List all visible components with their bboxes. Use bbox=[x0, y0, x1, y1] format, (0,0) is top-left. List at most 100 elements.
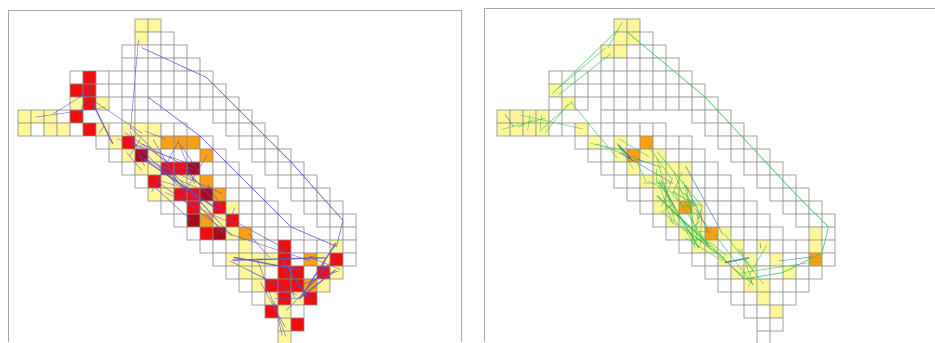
grid-cell bbox=[109, 71, 122, 84]
grid-cell bbox=[343, 240, 356, 253]
grid-cell bbox=[174, 97, 187, 110]
grid-cell bbox=[317, 214, 330, 227]
grid-cell bbox=[174, 84, 187, 97]
grid-cell bbox=[109, 136, 122, 149]
grid-cell bbox=[640, 123, 653, 136]
grid-cell bbox=[200, 97, 213, 110]
grid-cell bbox=[83, 97, 96, 110]
grid-cell bbox=[809, 227, 822, 240]
grid-cell bbox=[640, 84, 653, 97]
grid-cell bbox=[187, 136, 200, 149]
grid-cell bbox=[627, 19, 640, 32]
grid-cell bbox=[601, 110, 614, 123]
grid-cell bbox=[640, 45, 653, 58]
grid-cell bbox=[718, 240, 731, 253]
grid-cell bbox=[343, 227, 356, 240]
grid-cell bbox=[731, 214, 744, 227]
grid-cell bbox=[252, 227, 265, 240]
grid-cell bbox=[757, 279, 770, 292]
grid-cell bbox=[239, 214, 252, 227]
grid-cell bbox=[757, 331, 770, 343]
grid-cell bbox=[679, 97, 692, 110]
grid-cell bbox=[679, 84, 692, 97]
grid-cell bbox=[718, 266, 731, 279]
grid-cell bbox=[148, 32, 161, 45]
grid-cell bbox=[304, 188, 317, 201]
grid-cell bbox=[627, 45, 640, 58]
grid-cell bbox=[330, 253, 343, 266]
grid-cell bbox=[239, 201, 252, 214]
grid-cell bbox=[226, 227, 239, 240]
grid-cell bbox=[265, 305, 278, 318]
grid-cell bbox=[96, 71, 109, 84]
grid-cell bbox=[239, 136, 252, 149]
grid-cell bbox=[796, 253, 809, 266]
grid-cell bbox=[640, 201, 653, 214]
grid-cell bbox=[601, 97, 614, 110]
grid-cell bbox=[291, 175, 304, 188]
grid-cell bbox=[809, 266, 822, 279]
grid-cell bbox=[252, 136, 265, 149]
grid-cell bbox=[614, 45, 627, 58]
grid-cell bbox=[783, 175, 796, 188]
grid-cell bbox=[70, 123, 83, 136]
grid-cell bbox=[161, 32, 174, 45]
grid-cell bbox=[83, 71, 96, 84]
grid-cell bbox=[692, 97, 705, 110]
grid-cell bbox=[239, 279, 252, 292]
grid-cell bbox=[718, 279, 731, 292]
grid-cell bbox=[770, 240, 783, 253]
grid-cell bbox=[96, 84, 109, 97]
grid-cell bbox=[278, 227, 291, 240]
grid-cell bbox=[213, 175, 226, 188]
grid-cell bbox=[122, 58, 135, 71]
grid-cell bbox=[135, 32, 148, 45]
grid-cell bbox=[148, 97, 161, 110]
grid-cell bbox=[549, 97, 562, 110]
grid-cell bbox=[161, 58, 174, 71]
grid-cell bbox=[679, 149, 692, 162]
grid-cell bbox=[627, 58, 640, 71]
grid-cell bbox=[770, 253, 783, 266]
grid-cell bbox=[549, 71, 562, 84]
grid-cell bbox=[304, 175, 317, 188]
grid-cell bbox=[148, 71, 161, 84]
grid-cell bbox=[70, 97, 83, 110]
grid-cell bbox=[187, 84, 200, 97]
grid-cell bbox=[330, 214, 343, 227]
grid-cell bbox=[278, 162, 291, 175]
grid-cell bbox=[135, 84, 148, 97]
grid-cell bbox=[770, 188, 783, 201]
grid-cell bbox=[640, 32, 653, 45]
grid-cell bbox=[200, 240, 213, 253]
grid-cell bbox=[161, 71, 174, 84]
grid-cell bbox=[549, 123, 562, 136]
grid-cell bbox=[744, 201, 757, 214]
grid-cell bbox=[265, 227, 278, 240]
grid-cell bbox=[304, 266, 317, 279]
grid-cell bbox=[705, 253, 718, 266]
grid-cell bbox=[744, 162, 757, 175]
grid-cell bbox=[601, 149, 614, 162]
grid-cell bbox=[575, 97, 588, 110]
grid-cell bbox=[666, 175, 679, 188]
grid-cell bbox=[770, 292, 783, 305]
grid-cell bbox=[796, 266, 809, 279]
grid-cell bbox=[122, 84, 135, 97]
grid-cell bbox=[640, 149, 653, 162]
grid-cell bbox=[718, 175, 731, 188]
grid-cell bbox=[731, 136, 744, 149]
grid-cell bbox=[187, 227, 200, 240]
grid-cell bbox=[653, 123, 666, 136]
grid-cell bbox=[744, 136, 757, 149]
grid-cell bbox=[666, 71, 679, 84]
grid-cell bbox=[213, 110, 226, 123]
grid-cell bbox=[291, 305, 304, 318]
grid-cell bbox=[705, 175, 718, 188]
grid-cell bbox=[96, 136, 109, 149]
grid-cell bbox=[640, 188, 653, 201]
grid-cell bbox=[796, 201, 809, 214]
grid-cell bbox=[265, 162, 278, 175]
grid-cell bbox=[601, 162, 614, 175]
grid-cell bbox=[731, 188, 744, 201]
